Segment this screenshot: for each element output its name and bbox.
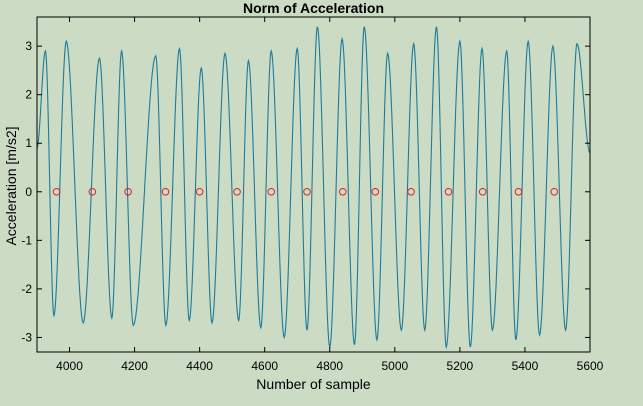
x-tick-label: 5400 (512, 359, 539, 373)
data-point-marker (52, 187, 61, 196)
data-point-marker (161, 187, 170, 196)
x-tick-label: 5000 (381, 359, 408, 373)
data-point-marker (478, 187, 487, 196)
x-tick-label: 4000 (56, 359, 83, 373)
series-line (36, 26, 591, 350)
data-point-marker (233, 187, 241, 196)
y-tick-label: -3 (21, 330, 32, 344)
y-tick-label: 2 (25, 88, 32, 102)
data-point-marker (371, 187, 380, 196)
y-tick-label: 0 (25, 185, 32, 199)
x-tick-label: 4800 (316, 359, 343, 373)
plot-frame (36, 16, 591, 353)
data-point-marker (267, 187, 276, 196)
y-tick-label: 3 (25, 39, 32, 53)
data-point-marker (124, 187, 132, 196)
y-axis-label: Acceleration [m/s2] (3, 126, 19, 246)
x-tick-label: 4600 (251, 359, 278, 373)
x-tick-label: 4400 (186, 359, 213, 373)
chart-title: Norm of Acceleration (242, 0, 385, 16)
x-axis-label: Number of sample (256, 376, 371, 392)
data-point-marker (338, 187, 347, 196)
y-tick-label: 1 (25, 136, 32, 150)
series-layer (36, 26, 591, 350)
plot-area (37, 17, 590, 352)
data-point-marker (303, 187, 311, 196)
data-point-marker (444, 187, 453, 196)
tick-layer: 4000 4200 4400 4600 4800 5000 5200 5400 5600 3 2 1 0… (21, 17, 604, 373)
data-point-marker (88, 187, 97, 196)
y-tick-label: -2 (21, 282, 32, 296)
data-point-marker (550, 187, 559, 196)
x-tick-label: 5200 (447, 359, 474, 373)
x-tick-label: 4200 (121, 359, 148, 373)
x-tick-label: 5600 (577, 359, 604, 373)
data-point-marker (514, 187, 523, 196)
data-point-marker (195, 187, 204, 196)
data-point-marker (407, 187, 415, 196)
y-tick-label: -1 (21, 233, 32, 247)
